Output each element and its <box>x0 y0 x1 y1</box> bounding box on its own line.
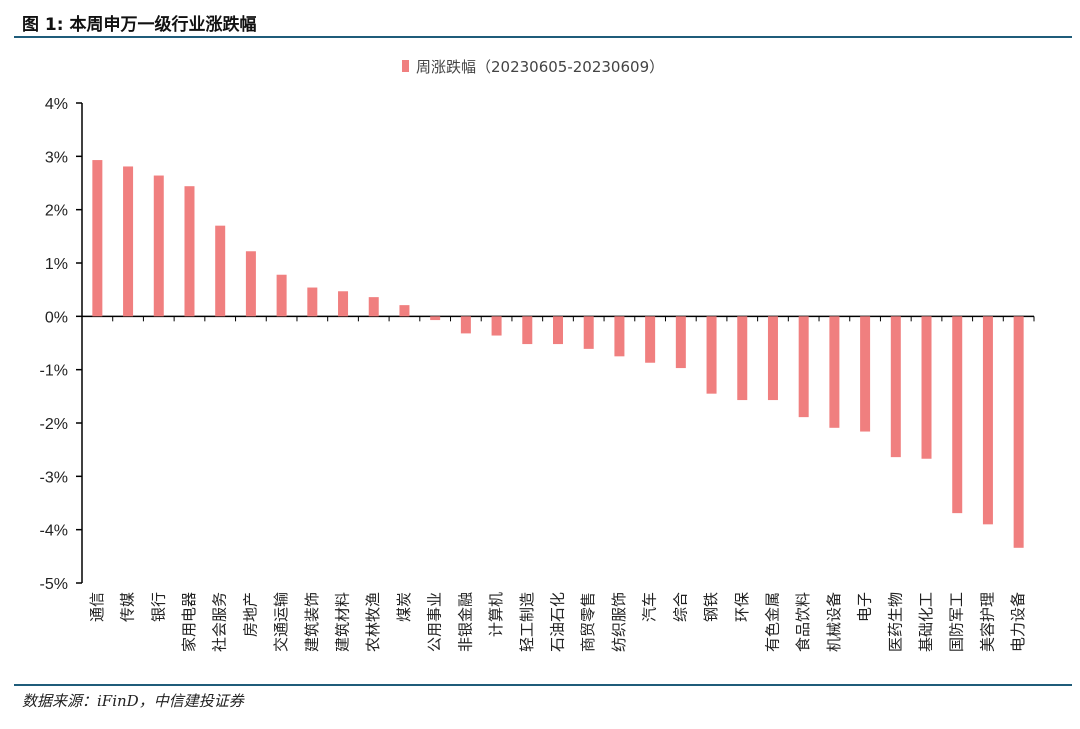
y-tick-label: 2% <box>45 203 68 220</box>
bar <box>338 291 349 317</box>
x-tick-label: 环保 <box>733 592 751 622</box>
bar <box>737 316 748 401</box>
bar <box>399 305 410 317</box>
y-tick-label: -4% <box>40 523 68 540</box>
y-tick-label: 0% <box>45 309 68 326</box>
bar <box>675 316 686 369</box>
bar <box>491 316 502 336</box>
bar <box>522 316 533 345</box>
x-tick-label: 钢铁 <box>702 592 720 622</box>
x-tick-label: 房地产 <box>241 592 259 637</box>
x-tick-label: 公用事业 <box>426 592 444 652</box>
bar <box>767 316 778 401</box>
x-tick-label: 社会服务 <box>211 592 229 652</box>
x-tick-label: 纺织服饰 <box>610 592 628 652</box>
y-tick-label: 1% <box>45 256 68 273</box>
x-tick-label: 机械设备 <box>825 592 843 652</box>
legend-swatch <box>402 60 409 72</box>
y-tick-label: 3% <box>45 149 68 166</box>
bar <box>368 297 379 317</box>
x-tick-label: 石油石化 <box>549 592 567 652</box>
x-tick-label: 美容护理 <box>978 592 996 652</box>
bar <box>1013 316 1024 548</box>
bar <box>153 175 164 317</box>
bar <box>829 316 840 428</box>
x-tick-label: 轻工制造 <box>518 592 536 652</box>
x-tick-label: 通信 <box>88 592 106 622</box>
source-note: 数据来源：iFinD，中信建投证券 <box>22 692 244 710</box>
x-tick-label: 国防军工 <box>948 592 966 652</box>
x-tick-label: 家用电器 <box>180 592 198 652</box>
bar <box>430 316 441 321</box>
y-tick-label: -3% <box>40 469 68 486</box>
bar <box>123 166 134 317</box>
bar <box>952 316 963 514</box>
bar <box>645 316 656 363</box>
bar <box>583 316 594 349</box>
x-tick-label: 食品饮料 <box>794 592 812 652</box>
x-tick-label: 商贸零售 <box>579 592 597 652</box>
y-tick-label: -5% <box>40 576 68 593</box>
x-tick-label: 传媒 <box>119 592 137 622</box>
figure-header: 图 1: 本周申万一级行业涨跌幅 <box>14 8 1072 38</box>
x-tick-label: 非银金融 <box>456 592 474 652</box>
x-tick-label: 汽车 <box>641 592 659 622</box>
x-tick-label: 银行 <box>149 592 167 622</box>
legend-label: 周涨跌幅（20230605-20230609） <box>416 58 664 76</box>
bar <box>215 225 226 317</box>
bar <box>982 316 993 525</box>
bar <box>706 316 717 394</box>
top-rule <box>14 36 1072 38</box>
bar <box>921 316 932 459</box>
y-tick-label: 4% <box>45 96 68 113</box>
y-tick-label: -2% <box>40 416 68 433</box>
bar <box>92 160 103 317</box>
x-tick-label: 交通运输 <box>272 592 290 652</box>
x-tick-label: 电子 <box>856 592 874 622</box>
x-tick-label: 基础化工 <box>917 592 935 652</box>
bar <box>307 287 318 317</box>
bar <box>860 316 871 432</box>
bar <box>553 316 563 345</box>
x-tick-label: 医药生物 <box>886 592 904 652</box>
x-tick-label: 煤炭 <box>395 592 413 622</box>
bar <box>184 186 195 317</box>
x-tick-label: 电力设备 <box>1009 592 1027 652</box>
bar <box>798 316 809 418</box>
x-tick-label: 建筑装饰 <box>303 592 321 652</box>
x-tick-label: 综合 <box>671 592 689 622</box>
x-tick-label: 有色金属 <box>763 592 781 652</box>
bar <box>245 251 256 317</box>
y-tick-label: -1% <box>40 363 68 380</box>
x-tick-label: 农林牧渔 <box>364 592 382 652</box>
bar <box>890 316 901 458</box>
x-tick-label: 计算机 <box>487 592 505 637</box>
bar <box>614 316 625 357</box>
bar <box>276 274 287 317</box>
bottom-rule <box>14 684 1072 686</box>
figure-title: 图 1: 本周申万一级行业涨跌幅 <box>22 15 257 35</box>
x-tick-label: 建筑材料 <box>334 592 352 652</box>
bar <box>460 316 471 334</box>
